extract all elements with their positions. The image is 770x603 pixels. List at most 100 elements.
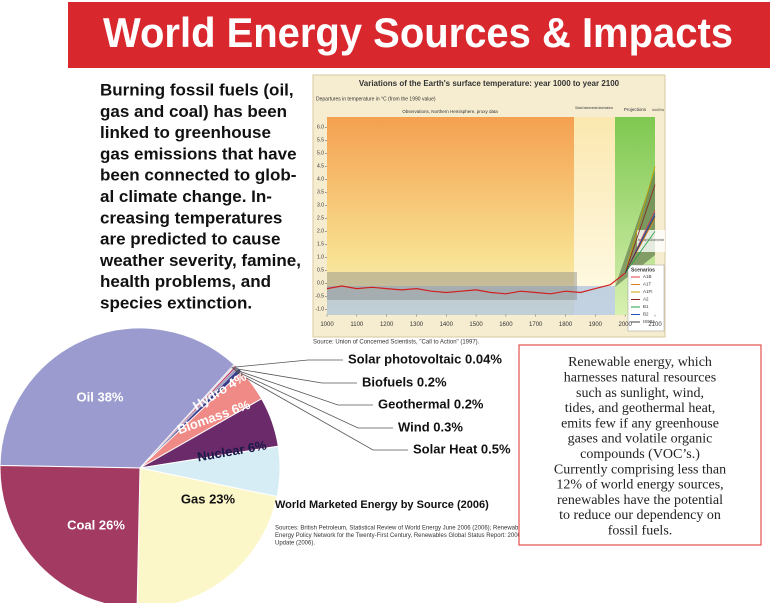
pie-labels: Solar photovoltaic 0.04% Biofuels 0.2% Geo… <box>231 351 511 456</box>
x-tick-label: 1400 <box>440 322 454 328</box>
intro-line: species extinction. <box>100 293 252 312</box>
y-tick-label: -1.0 <box>315 307 324 313</box>
x-tick-label: 1800 <box>559 322 573 328</box>
legend-label: A1B <box>643 274 652 279</box>
callout-line: Renewable energy, which <box>568 355 712 370</box>
intro-line: linked to greenhouse <box>100 123 271 142</box>
y-tick-label: 2.0 <box>317 229 324 235</box>
legend-label: A2 <box>643 297 649 302</box>
intro-line: gas emissions that have <box>100 144 297 163</box>
callout-line: renewables have the potential <box>557 493 723 508</box>
callout-line: to reduce our dependency on <box>559 508 721 523</box>
y-tick-label: 5.5 <box>317 138 324 144</box>
y-tick-label: 0.0 <box>317 281 324 287</box>
y-tick-label: 2.5 <box>317 216 324 222</box>
scenario-line <box>624 166 656 274</box>
pie-slice <box>0 465 141 603</box>
callout-line: such as sunlight, wind, <box>576 386 704 401</box>
y-tick-label: 0.5 <box>317 268 324 274</box>
slice-label: Solar Heat 0.5% <box>413 441 511 456</box>
x-tick-label: 1000 <box>320 322 334 328</box>
region-label: Global instrumental observations <box>575 106 613 110</box>
intro-text: Burning fossil fuels (oil, gas and coal) … <box>99 80 301 312</box>
legend-label: B1 <box>643 304 649 309</box>
pie-slice <box>0 327 235 469</box>
y-axis-label: Departures in temperature in °C (from th… <box>316 96 436 102</box>
callout-line: compounds (VOC’s.) <box>580 447 700 462</box>
slice-label: Oil 38% <box>77 389 124 404</box>
y-tick-label: 6.0 <box>317 125 324 131</box>
slice-label: Biofuels 0.2% <box>362 374 447 389</box>
callout-box <box>518 344 762 546</box>
intro-line: gas and coal) has been <box>100 102 287 121</box>
y-tick-label: 1.0 <box>317 255 324 261</box>
intro-line: creasing temperatures <box>100 208 282 227</box>
legend-label: A1FI <box>643 289 653 294</box>
leader-line <box>231 359 343 368</box>
chart-source: Source: Union of Concerned Scientists, "… <box>313 340 480 346</box>
uncertainty-band <box>327 272 577 300</box>
annotation: Several models all SRES envelope <box>652 108 664 112</box>
x-tick-label: 1200 <box>380 322 394 328</box>
region-label: Observations, Northern Hemisphere, proxy… <box>402 109 498 114</box>
page-title: World Energy Sources & Impacts <box>103 9 733 56</box>
legend-title: Scenarios <box>631 267 655 273</box>
intro-line: Burning fossil fuels (oil, <box>100 80 294 99</box>
legend-label: A1T <box>643 282 652 287</box>
model-envelope <box>615 170 655 287</box>
temperature-chart: Variations of the Earth's surface temper… <box>312 74 666 338</box>
pie-title: World Marketed Energy by Source (2006) <box>275 499 489 511</box>
slice-label: Geothermal 0.2% <box>378 396 484 411</box>
legend-label: IS92a <box>643 319 655 324</box>
source-line: Sources: British Petroleum, Statistical … <box>275 526 524 532</box>
leader-line <box>237 372 408 451</box>
leader-line <box>233 368 373 406</box>
scenario-line <box>624 231 656 274</box>
pie-chart <box>0 327 281 603</box>
chart-title: Variations of the Earth's surface temper… <box>359 79 620 88</box>
callout-line: tides, and geothermal heat, <box>565 401 715 416</box>
intro-line: al climate change. In- <box>100 187 272 206</box>
pie-slice <box>136 467 278 603</box>
x-tick-label: 1600 <box>499 322 513 328</box>
observation-line <box>326 272 626 295</box>
legend-label: B2 <box>643 312 649 317</box>
callout-line: harnesses natural resources <box>564 371 716 386</box>
observations-region <box>327 117 574 315</box>
legend-box <box>627 264 665 332</box>
scenario-line <box>624 215 656 274</box>
slice-label: Gas 23% <box>181 491 236 506</box>
y-tick-label: 1.5 <box>317 242 324 248</box>
slice-label: Wind 0.3% <box>398 419 463 434</box>
leader-line <box>234 370 393 429</box>
region-label: Projections <box>624 107 647 112</box>
x-tick-label: 1300 <box>410 322 424 328</box>
instrumental-region <box>574 117 615 315</box>
y-tick-label: 3.5 <box>317 190 324 196</box>
slice-label: Coal 26% <box>67 517 125 532</box>
y-tick-label: 3.0 <box>317 203 324 209</box>
x-tick-label: 2000 <box>619 322 633 328</box>
slice-label: Solar photovoltaic 0.04% <box>348 351 502 366</box>
callout-line: 12% of world energy sources, <box>556 478 723 493</box>
sources: Sources: British Petroleum, Statistical … <box>275 526 524 547</box>
callout-line: gases and volatile organic <box>568 432 713 447</box>
intro-line: been connected to glob- <box>100 166 296 185</box>
x-tick-label: 1500 <box>469 322 483 328</box>
intro-line: weather severity, famine, <box>99 251 301 270</box>
source-line: Energy Policy Network for the Twenty-Fir… <box>275 533 522 539</box>
x-tick-label: 1700 <box>529 322 543 328</box>
x-tick-label: 1900 <box>589 322 603 328</box>
y-tick-label: 5.0 <box>317 151 324 157</box>
intro-line: are predicted to cause <box>100 230 280 249</box>
y-tick-label: 4.0 <box>317 177 324 183</box>
intro-line: health problems, and <box>100 272 271 291</box>
header-bar <box>68 2 770 68</box>
x-tick-label: 2100 <box>648 322 662 328</box>
callout-line: Currently comprising less than <box>554 462 726 477</box>
y-tick-label: -0.5 <box>315 294 324 300</box>
leader-line <box>232 367 357 384</box>
source-line: Update (2006). <box>275 541 315 547</box>
